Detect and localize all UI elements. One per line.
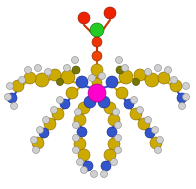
- Circle shape: [64, 64, 71, 71]
- Circle shape: [130, 108, 142, 120]
- Circle shape: [7, 93, 17, 103]
- Circle shape: [11, 102, 17, 109]
- Circle shape: [111, 159, 117, 166]
- Circle shape: [43, 116, 50, 123]
- Circle shape: [154, 146, 162, 153]
- Circle shape: [182, 83, 190, 90]
- Circle shape: [116, 87, 128, 99]
- Circle shape: [98, 96, 110, 108]
- Circle shape: [51, 106, 57, 114]
- Circle shape: [145, 128, 155, 138]
- Circle shape: [92, 78, 102, 88]
- Circle shape: [114, 146, 122, 153]
- Circle shape: [177, 93, 187, 103]
- Circle shape: [24, 72, 36, 84]
- Circle shape: [56, 78, 64, 85]
- Circle shape: [52, 108, 64, 120]
- Circle shape: [66, 87, 78, 99]
- Circle shape: [92, 37, 102, 47]
- Circle shape: [108, 138, 120, 150]
- Circle shape: [132, 78, 140, 85]
- Circle shape: [156, 136, 163, 143]
- Circle shape: [73, 135, 80, 142]
- Circle shape: [107, 127, 117, 137]
- Circle shape: [73, 122, 80, 129]
- Circle shape: [92, 51, 102, 61]
- Circle shape: [101, 170, 107, 177]
- Circle shape: [49, 69, 61, 81]
- Circle shape: [182, 94, 190, 101]
- Circle shape: [35, 73, 49, 87]
- Circle shape: [12, 80, 24, 92]
- Circle shape: [32, 137, 44, 149]
- Circle shape: [99, 73, 105, 80]
- Circle shape: [158, 72, 170, 84]
- Circle shape: [144, 68, 152, 75]
- Circle shape: [83, 161, 93, 171]
- Circle shape: [138, 118, 150, 130]
- Circle shape: [73, 146, 80, 153]
- Circle shape: [72, 66, 80, 74]
- Circle shape: [91, 64, 103, 76]
- Circle shape: [113, 108, 120, 115]
- Circle shape: [36, 126, 44, 133]
- Circle shape: [108, 114, 120, 126]
- Circle shape: [74, 114, 86, 126]
- Circle shape: [34, 64, 42, 71]
- Circle shape: [33, 146, 40, 153]
- Circle shape: [104, 7, 116, 19]
- Circle shape: [74, 108, 82, 115]
- Circle shape: [88, 84, 106, 102]
- Circle shape: [31, 136, 37, 143]
- Circle shape: [76, 159, 83, 166]
- Circle shape: [154, 64, 162, 71]
- Circle shape: [134, 69, 146, 81]
- Circle shape: [131, 97, 138, 104]
- Circle shape: [60, 99, 70, 109]
- Circle shape: [170, 80, 182, 92]
- Circle shape: [56, 97, 64, 104]
- Circle shape: [76, 76, 88, 88]
- Circle shape: [122, 64, 129, 71]
- Circle shape: [74, 138, 86, 150]
- Circle shape: [81, 167, 87, 174]
- Circle shape: [24, 67, 32, 74]
- Circle shape: [164, 67, 172, 74]
- Circle shape: [6, 83, 14, 90]
- Circle shape: [78, 102, 90, 114]
- Circle shape: [114, 135, 122, 142]
- Circle shape: [72, 57, 79, 64]
- Circle shape: [145, 73, 159, 87]
- Circle shape: [18, 77, 25, 84]
- Circle shape: [116, 66, 124, 74]
- Circle shape: [90, 23, 104, 37]
- Circle shape: [150, 137, 162, 149]
- Circle shape: [124, 99, 134, 109]
- Circle shape: [115, 57, 122, 64]
- Circle shape: [39, 128, 49, 138]
- Circle shape: [5, 94, 12, 101]
- Circle shape: [114, 122, 122, 129]
- Circle shape: [44, 68, 52, 75]
- Circle shape: [78, 12, 90, 24]
- Circle shape: [106, 76, 118, 88]
- Circle shape: [144, 116, 152, 123]
- Circle shape: [171, 77, 178, 84]
- Circle shape: [104, 102, 116, 114]
- Circle shape: [84, 96, 96, 108]
- Circle shape: [119, 70, 133, 84]
- Circle shape: [179, 102, 185, 109]
- Circle shape: [61, 70, 75, 84]
- Circle shape: [91, 170, 97, 177]
- Circle shape: [44, 118, 56, 130]
- Circle shape: [89, 74, 95, 81]
- Circle shape: [77, 127, 87, 137]
- Circle shape: [152, 126, 159, 133]
- Circle shape: [136, 106, 143, 114]
- Circle shape: [104, 149, 116, 161]
- Circle shape: [101, 161, 111, 171]
- Circle shape: [78, 149, 90, 161]
